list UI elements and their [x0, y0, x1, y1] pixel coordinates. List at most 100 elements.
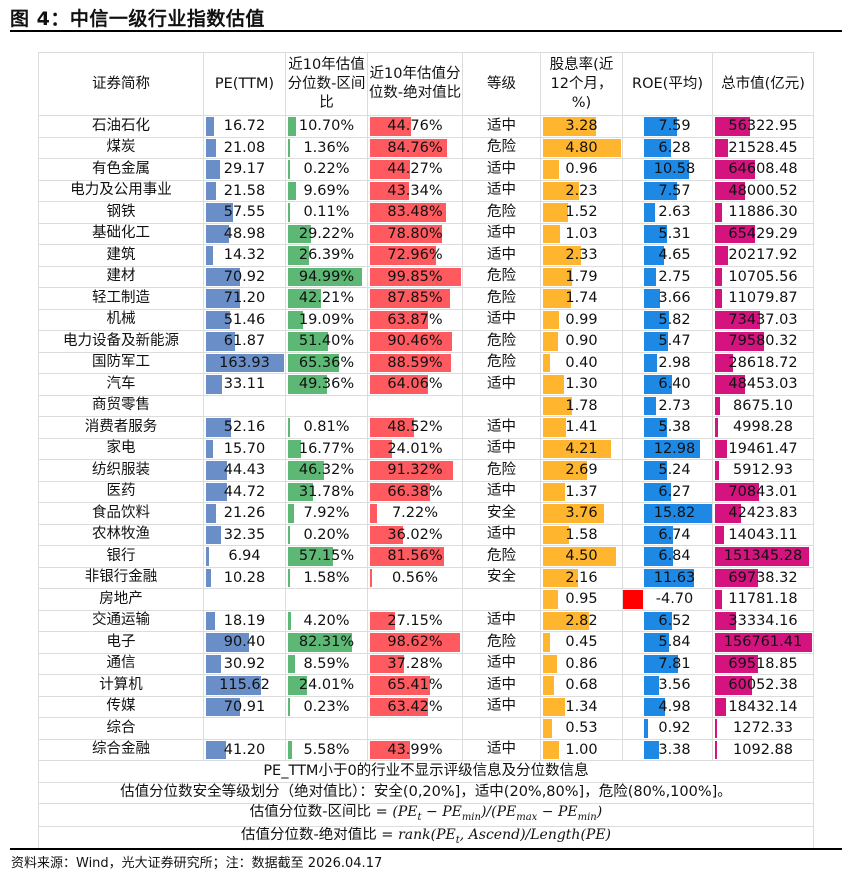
roe-value: 4.98 — [658, 698, 691, 715]
bar-cell: 51.46 — [205, 310, 285, 330]
cell-roe: 7.81 — [622, 652, 713, 675]
dividend-value: 0.90 — [565, 333, 598, 349]
data-bar — [288, 697, 290, 716]
data-bar — [644, 633, 670, 652]
cell-dividend: 1.03 — [540, 222, 623, 245]
pct-absolute-value: 44.76% — [387, 118, 443, 134]
bar-cell: 51.40% — [287, 331, 367, 351]
data-bar — [715, 332, 765, 351]
cell-mktcap: 56322.95 — [712, 115, 814, 138]
roe-value: 5.82 — [658, 311, 691, 328]
col-header-level: 等级 — [462, 52, 541, 116]
data-bar — [288, 160, 290, 179]
bar-cell: 70.91 — [205, 697, 285, 717]
data-bar — [644, 482, 671, 501]
bar-cell: 5.38 — [624, 417, 712, 437]
dividend-value: 1.34 — [565, 698, 598, 715]
bar-cell: 0.11% — [287, 202, 367, 222]
dividend-value: 1.58 — [565, 526, 598, 543]
cell-roe: 2.98 — [622, 351, 713, 374]
data-bar — [288, 375, 327, 394]
bar-cell: 1.30 — [542, 374, 622, 394]
cell-level: 适中 — [462, 158, 541, 181]
data-bar — [644, 375, 672, 394]
cell-pct-absolute: 24.01% — [367, 437, 463, 460]
mktcap-value: 48000.52 — [728, 182, 798, 199]
bar-cell: 78.80% — [369, 224, 462, 244]
data-bar — [644, 117, 677, 136]
dividend-value: 0.53 — [565, 720, 598, 736]
bar-cell: 1272.33 — [714, 718, 813, 738]
data-bar — [370, 676, 430, 695]
pct-absolute-value: 7.22% — [391, 505, 439, 521]
bar-cell: 94.99% — [287, 267, 367, 287]
cell-pct-absolute: 90.46% — [367, 330, 463, 353]
bar-cell: 2.16 — [542, 568, 622, 588]
bar-cell: 99.85% — [369, 267, 462, 287]
data-bar — [206, 203, 234, 222]
bar-cell: 7.57 — [624, 181, 712, 201]
roe-value: 10.58 — [653, 161, 696, 177]
bar-cell: 70.92 — [205, 267, 285, 287]
bar-cell: 44.43 — [205, 460, 285, 480]
cell-level: 危险 — [462, 545, 541, 568]
pe-value: 163.93 — [219, 354, 270, 371]
bar-cell: 84.76% — [369, 138, 462, 158]
bar-cell: 1.03 — [542, 224, 622, 244]
data-bar — [206, 246, 213, 265]
note-negative-pe: PE_TTM小于0的行业不显示评级信息及分位数信息 — [38, 760, 814, 783]
roe-value: 0.92 — [658, 720, 691, 736]
cell-pct-absolute: 72.96% — [367, 244, 463, 267]
cell-level: 适中 — [462, 308, 541, 331]
data-bar — [543, 547, 617, 566]
cell-name: 传媒 — [38, 695, 204, 718]
bar-cell: 5.58% — [287, 740, 367, 760]
cell-mktcap: 33334.16 — [712, 609, 814, 632]
cell-pct-absolute: 66.38% — [367, 480, 463, 503]
pct-interval-value: 0.22% — [303, 161, 350, 177]
cell-pct-absolute: 7.22% — [367, 502, 463, 525]
data-bar — [644, 418, 668, 437]
table-row: 电子 90.40 82.31% 98.62% 危险 0.45 5.84 156761.41 — [38, 631, 814, 654]
bar-cell: 12.98 — [624, 439, 712, 459]
mktcap-value: 79580.32 — [728, 333, 798, 349]
cell-dividend: 0.45 — [540, 631, 623, 654]
pe-value: 41.20 — [223, 741, 266, 758]
mktcap-value: 14043.11 — [728, 526, 798, 543]
cell-level — [462, 394, 541, 417]
data-bar — [644, 203, 656, 222]
cell-pct-interval: 4.20% — [285, 609, 368, 632]
dividend-value: 2.33 — [565, 247, 598, 263]
bar-cell: 0.40 — [542, 353, 622, 373]
data-bar — [370, 547, 445, 566]
cell-level: 危险 — [462, 287, 541, 310]
cell-name: 钢铁 — [38, 201, 204, 224]
cell-mktcap: 11886.30 — [712, 201, 814, 224]
data-bar — [543, 740, 560, 759]
pe-value: 30.92 — [223, 655, 266, 672]
dividend-value: 2.82 — [565, 612, 598, 629]
pct-interval-value: 0.81% — [303, 419, 350, 435]
cell-dividend: 4.80 — [540, 136, 623, 159]
mktcap-value: 4998.28 — [733, 419, 793, 435]
bar-cell: 71.20 — [205, 288, 285, 308]
pe-value: 15.70 — [223, 440, 266, 457]
cell-roe: 2.75 — [622, 265, 713, 288]
bar-cell: 8675.10 — [714, 396, 813, 416]
bar-cell: 4.20% — [287, 611, 367, 631]
data-bar — [715, 461, 719, 480]
data-bar — [543, 267, 573, 286]
data-bar — [288, 676, 307, 695]
bar-cell: 42.21% — [287, 288, 367, 308]
cell-level: 适中 — [462, 609, 541, 632]
cell-pct-absolute — [367, 588, 463, 611]
roe-value: 2.63 — [658, 204, 691, 220]
data-bar — [370, 461, 454, 480]
bar-cell: 3.66 — [624, 288, 712, 308]
cell-dividend: 0.96 — [540, 158, 623, 181]
bar-cell: 1.58% — [287, 568, 367, 588]
data-bar — [644, 504, 712, 523]
cell-mktcap: 151345.28 — [712, 545, 814, 568]
pe-value: 70.91 — [223, 698, 266, 715]
data-bar — [206, 310, 231, 329]
